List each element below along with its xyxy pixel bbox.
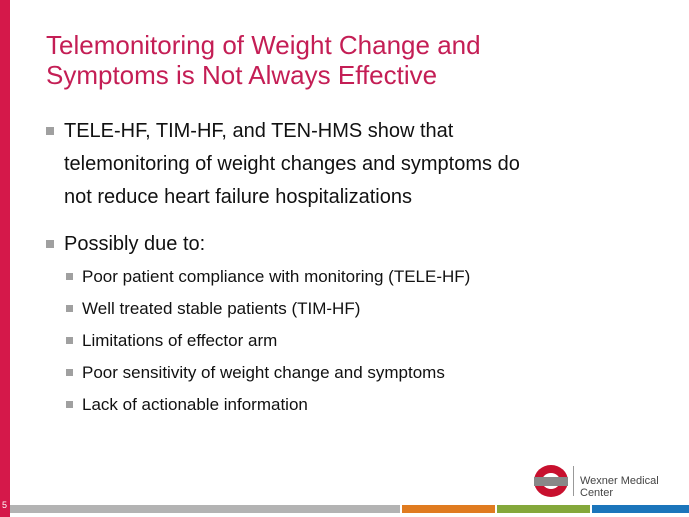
sub-bullet: Limitations of effector arm <box>46 325 546 357</box>
slide-number: 5 <box>2 500 8 510</box>
logo <box>534 465 568 497</box>
bullet-list: TELE-HF, TIM-HF, and TEN-HMS show that t… <box>46 115 546 421</box>
bullet: Possibly due to: <box>46 228 534 261</box>
sub-bullet: Poor sensitivity of weight change and sy… <box>46 357 546 389</box>
sub-bullet: Well treated stable patients (TIM-HF) <box>46 293 546 325</box>
sub-bullet: Poor patient compliance with monitoring … <box>46 261 546 293</box>
left-accent-bar <box>0 0 10 517</box>
sub-bullet: Lack of actionable information <box>46 389 546 421</box>
bullet: TELE-HF, TIM-HF, and TEN-HMS show that t… <box>46 115 534 214</box>
logo-divider <box>573 466 574 496</box>
title-line: Symptoms is Not Always Effective <box>46 60 438 90</box>
footer-stripe <box>402 505 495 513</box>
footer-stripe <box>10 505 400 513</box>
title-line: Telemonitoring of Weight Change and <box>46 30 481 60</box>
title: Telemonitoring of Weight Change and Symp… <box>46 30 481 90</box>
organization-name: Wexner Medical Center <box>580 475 659 499</box>
footer-stripe <box>592 505 689 513</box>
footer-stripe <box>497 505 590 513</box>
